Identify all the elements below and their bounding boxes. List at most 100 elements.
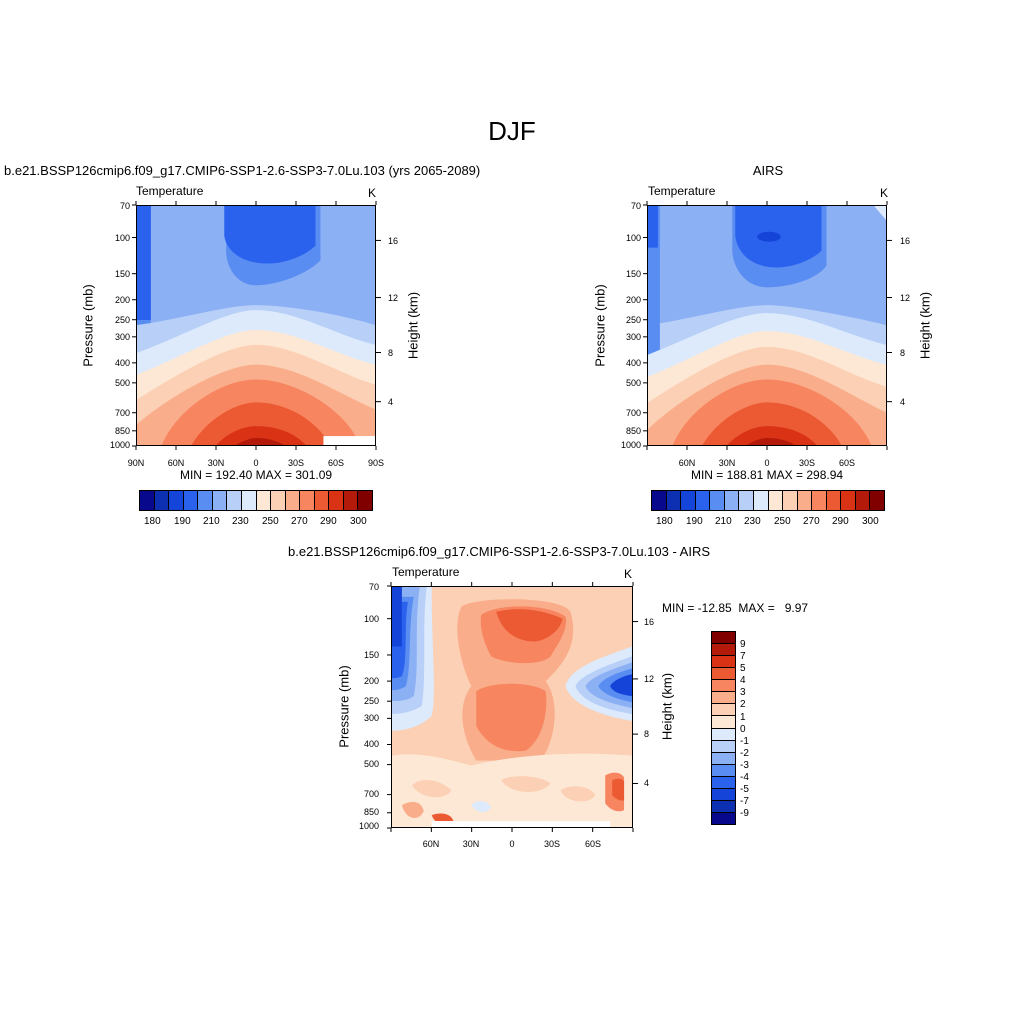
p-tick: 850 xyxy=(625,426,641,436)
p-tick: 700 xyxy=(114,408,130,418)
x-tick: 60N xyxy=(678,458,696,468)
units-label: K xyxy=(368,186,377,200)
p-tick: 150 xyxy=(363,650,379,660)
colorbar-label: -2 xyxy=(740,748,749,759)
colorbar-swatch xyxy=(712,751,735,764)
colorbar-swatch xyxy=(712,679,735,692)
variable-label: Temperature xyxy=(648,184,716,198)
p-tick: 400 xyxy=(363,739,379,749)
p-tick: 150 xyxy=(114,269,130,279)
p-tick: 150 xyxy=(625,269,641,279)
colorbar-swatch xyxy=(712,799,735,812)
colorbar-swatch xyxy=(767,491,783,510)
variable-label: Temperature xyxy=(392,565,460,579)
colorbar-swatch xyxy=(712,655,735,668)
colorbar-label: 9 xyxy=(740,639,746,650)
contour-field-model xyxy=(136,205,376,446)
h-tick: 8 xyxy=(644,729,650,739)
p-tick: 700 xyxy=(625,408,641,418)
colorbar-label: 230 xyxy=(232,516,249,527)
colorbar-label: -7 xyxy=(740,796,749,807)
h-tick: 8 xyxy=(388,348,394,358)
colorbar-swatch xyxy=(854,491,870,510)
colorbar-swatch xyxy=(723,491,739,510)
p-tick: 200 xyxy=(363,676,379,686)
h-tick: 4 xyxy=(644,778,650,788)
colorbar-swatch xyxy=(752,491,768,510)
colorbar-swatch xyxy=(652,491,666,510)
p-tick: 300 xyxy=(625,332,641,342)
colorbar-swatch xyxy=(712,763,735,776)
colorbar-swatch xyxy=(712,787,735,800)
colorbar-swatch xyxy=(153,491,169,510)
colorbar-label: 5 xyxy=(740,663,746,674)
colorbar-swatch xyxy=(680,491,695,510)
h-tick: 16 xyxy=(644,617,655,627)
colorbar-label: 270 xyxy=(291,516,308,527)
colorbar-swatch xyxy=(712,667,735,680)
colorbar-label: 3 xyxy=(740,687,746,698)
colorbar-swatch xyxy=(211,491,227,510)
x-tick: 60N xyxy=(167,458,185,468)
colorbar-model xyxy=(139,490,373,511)
h-tick: 4 xyxy=(900,397,906,407)
colorbar-label: -5 xyxy=(740,784,749,795)
x-tick: 60S xyxy=(584,839,601,849)
p-tick: 250 xyxy=(363,696,379,706)
p-tick: 250 xyxy=(625,315,641,325)
p-tick: 70 xyxy=(368,582,379,592)
colorbar-label: 180 xyxy=(144,516,161,527)
p-tick: 1000 xyxy=(359,821,380,831)
x-tick: 30N xyxy=(718,458,736,468)
colorbar-label: 230 xyxy=(744,516,761,527)
y-axis-label: Pressure (mb) xyxy=(336,665,352,748)
colorbar-swatch xyxy=(840,491,855,510)
colorbar-swatch xyxy=(811,491,826,510)
main-title: DJF xyxy=(488,116,536,146)
colorbar-swatch xyxy=(226,491,241,510)
h-tick: 4 xyxy=(388,397,394,407)
colorbar-swatch xyxy=(299,491,314,510)
colorbar-swatch xyxy=(869,491,884,510)
colorbar-swatch xyxy=(342,491,358,510)
colorbar-swatch xyxy=(255,491,271,510)
p-tick: 70 xyxy=(119,201,130,211)
units-label: K xyxy=(880,186,889,200)
colorbar-swatch xyxy=(712,811,735,824)
colorbar-swatch xyxy=(825,491,841,510)
x-tick: 60S xyxy=(838,458,855,468)
colorbar-label: -1 xyxy=(740,736,749,747)
colorbar-swatch xyxy=(712,739,735,752)
colorbar-swatch xyxy=(712,632,735,644)
p-tick: 200 xyxy=(114,295,130,305)
contour-field-obs xyxy=(647,205,887,446)
x-tick: 30S xyxy=(543,839,560,849)
colorbar-swatch xyxy=(197,491,212,510)
colorbar-label: 290 xyxy=(832,516,849,527)
panel-title: b.e21.BSSP126cmip6.f09_g17.CMIP6-SSP1-2.… xyxy=(288,544,711,559)
colorbar-label: 290 xyxy=(320,516,337,527)
units-label: K xyxy=(624,567,633,581)
p-tick: 100 xyxy=(114,233,130,243)
variable-label: Temperature xyxy=(136,184,204,198)
p-tick: 500 xyxy=(114,378,130,388)
x-tick: 0 xyxy=(509,839,515,849)
colorbar-swatch xyxy=(712,715,735,728)
x-tick: 0 xyxy=(764,458,770,468)
colorbar-obs xyxy=(651,490,885,511)
x-tick: 0 xyxy=(253,458,259,468)
colorbar-label: 300 xyxy=(350,516,367,527)
x-tick: 90N xyxy=(127,458,145,468)
colorbar-swatch xyxy=(712,703,735,716)
contour-field-diff xyxy=(391,586,633,828)
colorbar-swatch xyxy=(240,491,256,510)
colorbar-swatch xyxy=(168,491,183,510)
h-tick: 16 xyxy=(900,236,911,246)
colorbar-swatch xyxy=(712,643,735,656)
min-max-stats: MIN = -12.85 MAX = 9.97 xyxy=(662,601,809,615)
colorbar-swatch xyxy=(782,491,797,510)
h-tick: 8 xyxy=(900,348,906,358)
colorbar-label: 1 xyxy=(740,712,746,723)
colorbar-label: 4 xyxy=(740,675,746,686)
colorbar-label: 190 xyxy=(174,516,191,527)
